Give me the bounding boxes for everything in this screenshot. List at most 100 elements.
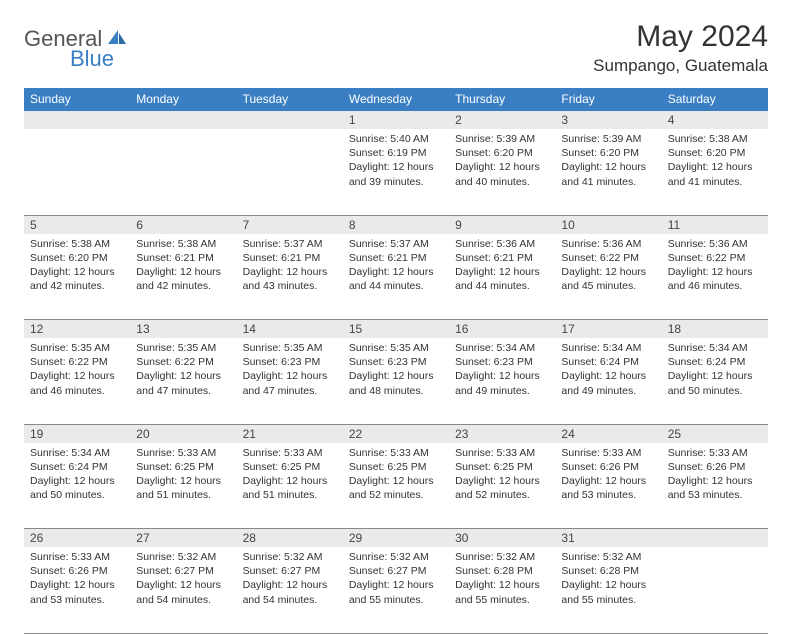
daylight-text: and 52 minutes.: [349, 488, 443, 502]
day-number: 4: [662, 111, 768, 130]
sunrise-text: Sunrise: 5:39 AM: [561, 132, 655, 146]
daylight-text: and 41 minutes.: [668, 175, 762, 189]
daylight-text: Daylight: 12 hours: [668, 474, 762, 488]
daylight-text: Daylight: 12 hours: [455, 265, 549, 279]
daylight-text: and 42 minutes.: [136, 279, 230, 293]
weekday-header: Sunday: [24, 88, 130, 111]
day-cell: Sunrise: 5:39 AMSunset: 6:20 PMDaylight:…: [555, 129, 661, 215]
daylight-text: Daylight: 12 hours: [349, 578, 443, 592]
sunrise-text: Sunrise: 5:37 AM: [243, 237, 337, 251]
day-number: 23: [449, 424, 555, 443]
sunset-text: Sunset: 6:19 PM: [349, 146, 443, 160]
day-cell: Sunrise: 5:33 AMSunset: 6:26 PMDaylight:…: [555, 443, 661, 529]
day-data-row: Sunrise: 5:40 AMSunset: 6:19 PM Daylight:…: [24, 129, 768, 215]
daylight-text: and 49 minutes.: [561, 384, 655, 398]
daylight-text: Daylight: 12 hours: [561, 369, 655, 383]
day-cell: [662, 547, 768, 633]
daylight-text: Daylight: 12 hours: [30, 369, 124, 383]
daylight-text: Daylight: 12 hours: [30, 578, 124, 592]
day-number: [237, 111, 343, 130]
sunset-text: Sunset: 6:26 PM: [668, 460, 762, 474]
location: Sumpango, Guatemala: [593, 56, 768, 76]
sunrise-text: Sunrise: 5:36 AM: [455, 237, 549, 251]
sunset-text: Sunset: 6:23 PM: [349, 355, 443, 369]
daylight-text: and 55 minutes.: [561, 593, 655, 607]
sunrise-text: Sunrise: 5:39 AM: [455, 132, 549, 146]
day-number: 16: [449, 320, 555, 339]
sunset-text: Sunset: 6:27 PM: [243, 564, 337, 578]
day-cell: Sunrise: 5:34 AMSunset: 6:24 PMDaylight:…: [555, 338, 661, 424]
sunset-text: Sunset: 6:21 PM: [455, 251, 549, 265]
sunset-text: Sunset: 6:21 PM: [349, 251, 443, 265]
sunrise-text: Sunrise: 5:33 AM: [455, 446, 549, 460]
weekday-row: SundayMondayTuesdayWednesdayThursdayFrid…: [24, 88, 768, 111]
calendar: SundayMondayTuesdayWednesdayThursdayFrid…: [24, 88, 768, 634]
daylight-text: Daylight: 12 hours: [243, 369, 337, 383]
day-number: 10: [555, 215, 661, 234]
daylight-text: and 55 minutes.: [349, 593, 443, 607]
day-cell: Sunrise: 5:36 AMSunset: 6:22 PMDaylight:…: [555, 234, 661, 320]
day-cell: Sunrise: 5:32 AMSunset: 6:28 PMDaylight:…: [555, 547, 661, 633]
day-cell: Sunrise: 5:34 AMSunset: 6:24 PMDaylight:…: [662, 338, 768, 424]
daylight-text: Daylight: 12 hours: [349, 265, 443, 279]
sunrise-text: Sunrise: 5:38 AM: [136, 237, 230, 251]
daylight-text: Daylight: 12 hours: [30, 265, 124, 279]
sunset-text: Sunset: 6:21 PM: [136, 251, 230, 265]
sunset-text: Sunset: 6:25 PM: [243, 460, 337, 474]
day-number: 29: [343, 529, 449, 548]
day-cell: Sunrise: 5:38 AMSunset: 6:21 PMDaylight:…: [130, 234, 236, 320]
day-number: 13: [130, 320, 236, 339]
sunset-text: Sunset: 6:24 PM: [561, 355, 655, 369]
day-number-row: 1234: [24, 111, 768, 130]
daylight-text: and 41 minutes.: [561, 175, 655, 189]
day-cell: Sunrise: 5:32 AMSunset: 6:27 PMDaylight:…: [237, 547, 343, 633]
day-cell: Sunrise: 5:33 AMSunset: 6:25 PMDaylight:…: [237, 443, 343, 529]
sunrise-text: Sunrise: 5:40 AM: [349, 132, 443, 146]
day-number: 12: [24, 320, 130, 339]
daylight-text: Daylight: 12 hours: [561, 578, 655, 592]
sunrise-text: Sunrise: 5:36 AM: [668, 237, 762, 251]
sunrise-text: Sunrise: 5:33 AM: [349, 446, 443, 460]
day-number-row: 12131415161718: [24, 320, 768, 339]
daylight-text: Daylight: 12 hours: [136, 369, 230, 383]
day-cell: Sunrise: 5:40 AMSunset: 6:19 PMDaylight:…: [343, 129, 449, 215]
sunset-text: Sunset: 6:25 PM: [349, 460, 443, 474]
sunset-text: Sunset: 6:25 PM: [136, 460, 230, 474]
day-number: [662, 529, 768, 548]
daylight-text: and 54 minutes.: [136, 593, 230, 607]
sunrise-text: Sunrise: 5:35 AM: [136, 341, 230, 355]
daylight-text: Daylight: 12 hours: [455, 160, 549, 174]
daylight-text: and 53 minutes.: [561, 488, 655, 502]
header: General Blue May 2024 Sumpango, Guatemal…: [24, 20, 768, 76]
day-number: [130, 111, 236, 130]
sunrise-text: Sunrise: 5:36 AM: [561, 237, 655, 251]
weekday-header: Thursday: [449, 88, 555, 111]
sunrise-text: Sunrise: 5:38 AM: [668, 132, 762, 146]
sunrise-text: Sunrise: 5:33 AM: [561, 446, 655, 460]
sunrise-text: Sunrise: 5:34 AM: [668, 341, 762, 355]
day-number-row: 262728293031: [24, 529, 768, 548]
day-number: 5: [24, 215, 130, 234]
day-cell: Sunrise: 5:33 AMSunset: 6:26 PMDaylight:…: [24, 547, 130, 633]
day-number: 17: [555, 320, 661, 339]
day-cell: [237, 129, 343, 215]
daylight-text: and 40 minutes.: [455, 175, 549, 189]
sunset-text: Sunset: 6:22 PM: [668, 251, 762, 265]
sunset-text: Sunset: 6:26 PM: [561, 460, 655, 474]
sunrise-text: Sunrise: 5:35 AM: [243, 341, 337, 355]
day-number-row: 19202122232425: [24, 424, 768, 443]
day-number: 22: [343, 424, 449, 443]
day-number: 19: [24, 424, 130, 443]
daylight-text: and 55 minutes.: [455, 593, 549, 607]
daylight-text: Daylight: 12 hours: [349, 369, 443, 383]
day-number-row: 567891011: [24, 215, 768, 234]
sunrise-text: Sunrise: 5:34 AM: [455, 341, 549, 355]
daylight-text: and 44 minutes.: [349, 279, 443, 293]
day-data-row: Sunrise: 5:33 AMSunset: 6:26 PMDaylight:…: [24, 547, 768, 633]
sunrise-text: Sunrise: 5:32 AM: [561, 550, 655, 564]
day-number: 2: [449, 111, 555, 130]
day-number: 20: [130, 424, 236, 443]
daylight-text: Daylight: 12 hours: [668, 265, 762, 279]
day-number: 14: [237, 320, 343, 339]
day-number: 11: [662, 215, 768, 234]
